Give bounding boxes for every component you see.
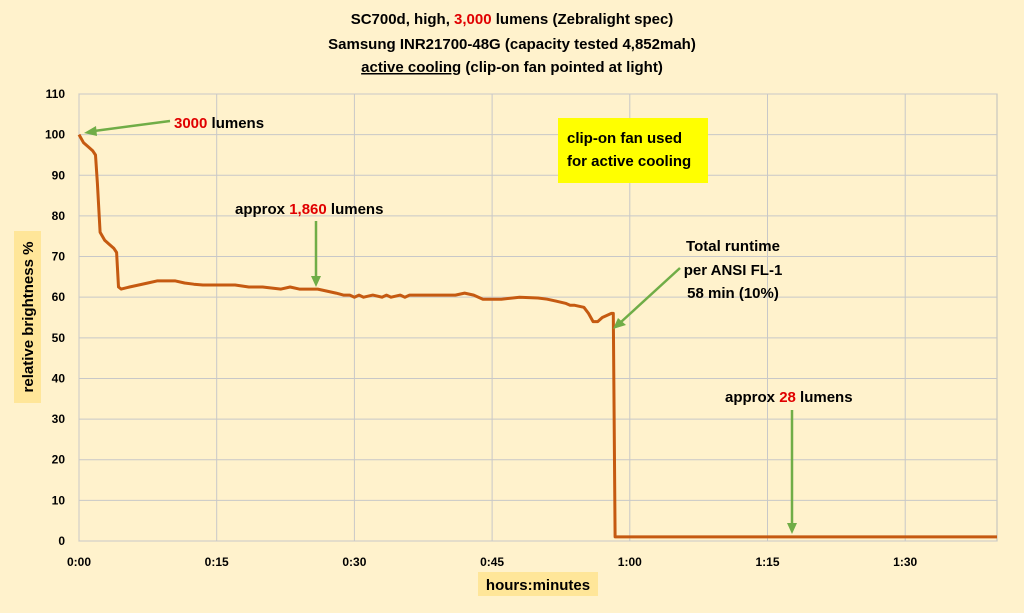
title-3-b: (clip-on fan pointed at light) <box>461 59 663 76</box>
arrow-3000-lumens <box>93 119 171 133</box>
annotation-runtime-line-2: per ANSI FL-1 <box>684 262 783 279</box>
arrow-runtime-head <box>613 318 626 329</box>
title-3-a: active cooling <box>361 59 461 76</box>
chart-title-line-2: Samsung INR21700-48G (capacity tested 4,… <box>328 36 696 53</box>
x-tick-label: 1:30 <box>893 555 917 569</box>
x-tick-label: 0:15 <box>205 555 229 569</box>
chart-title-line-1: SC700d, high, 3,000 lumens (Zebralight s… <box>351 11 674 28</box>
arrow-runtime <box>620 267 681 323</box>
annotation-runtime-line-1: Total runtime <box>686 238 780 255</box>
ann-1-b: lumens <box>207 115 264 132</box>
series-line <box>77 133 997 539</box>
annotation-1860-lumens: approx 1,860 lumens <box>235 201 383 218</box>
y-tick-label: 70 <box>52 250 66 264</box>
annotation-arrows <box>84 119 797 534</box>
ann-4-c: lumens <box>796 389 853 406</box>
ann-2-b: 1,860 <box>289 201 327 218</box>
y-tick-label: 30 <box>52 412 66 426</box>
ann-4-a: approx <box>725 389 779 406</box>
y-tick-label: 0 <box>58 534 65 548</box>
title-1-b: 3,000 <box>454 11 492 28</box>
ann-2-a: approx <box>235 201 289 218</box>
title-1-c: lumens (Zebralight spec) <box>492 11 674 28</box>
y-tick-label: 110 <box>46 87 66 101</box>
callout-line-1: clip-on fan used <box>567 130 682 147</box>
tick-layer: 0 10 20 30 40 50 60 70 80 90 100 110 0:00 0:15 0:30 0:4… <box>45 87 918 569</box>
ann-4-b: 28 <box>779 389 796 406</box>
y-tick-label: 90 <box>52 168 66 182</box>
chart-title-line-3: active cooling (clip-on fan pointed at l… <box>361 59 663 76</box>
x-tick-label: 1:15 <box>755 555 779 569</box>
y-tick-label: 10 <box>52 493 66 507</box>
x-tick-label: 1:00 <box>618 555 642 569</box>
x-tick-label: 0:30 <box>342 555 366 569</box>
title-1-a: SC700d, high, <box>351 11 454 28</box>
annotation-3000-lumens: 3000 lumens <box>174 115 264 132</box>
x-axis-label-bg <box>478 572 598 596</box>
y-tick-label: 60 <box>52 290 66 304</box>
x-tick-label: 0:45 <box>480 555 504 569</box>
x-axis-label: hours:minutes <box>486 577 590 594</box>
arrow-28-head <box>787 523 797 534</box>
grid-layer <box>78 93 997 542</box>
y-tick-label: 50 <box>52 331 66 345</box>
annotation-28-lumens: approx 28 lumens <box>725 389 853 406</box>
ann-1-a: 3000 <box>174 115 207 132</box>
title-2-a: Samsung INR21700-48G (capacity tested 4,… <box>328 36 696 53</box>
y-tick-label: 100 <box>45 128 65 142</box>
ann-2-c: lumens <box>327 201 384 218</box>
y-tick-label: 20 <box>52 453 66 467</box>
y-axis-label: relative brightness % <box>20 242 37 393</box>
y-tick-label: 40 <box>52 371 66 385</box>
x-tick-label: 0:00 <box>67 555 91 569</box>
arrow-1860-head <box>311 276 321 287</box>
arrow-3000-head <box>84 126 97 136</box>
callout-box <box>558 118 708 183</box>
y-tick-label: 80 <box>52 209 66 223</box>
callout-line-2: for active cooling <box>567 153 691 170</box>
plot-area <box>78 93 998 542</box>
annotation-runtime-line-3: 58 min (10%) <box>687 285 779 302</box>
y-axis-label-bg <box>14 231 41 403</box>
